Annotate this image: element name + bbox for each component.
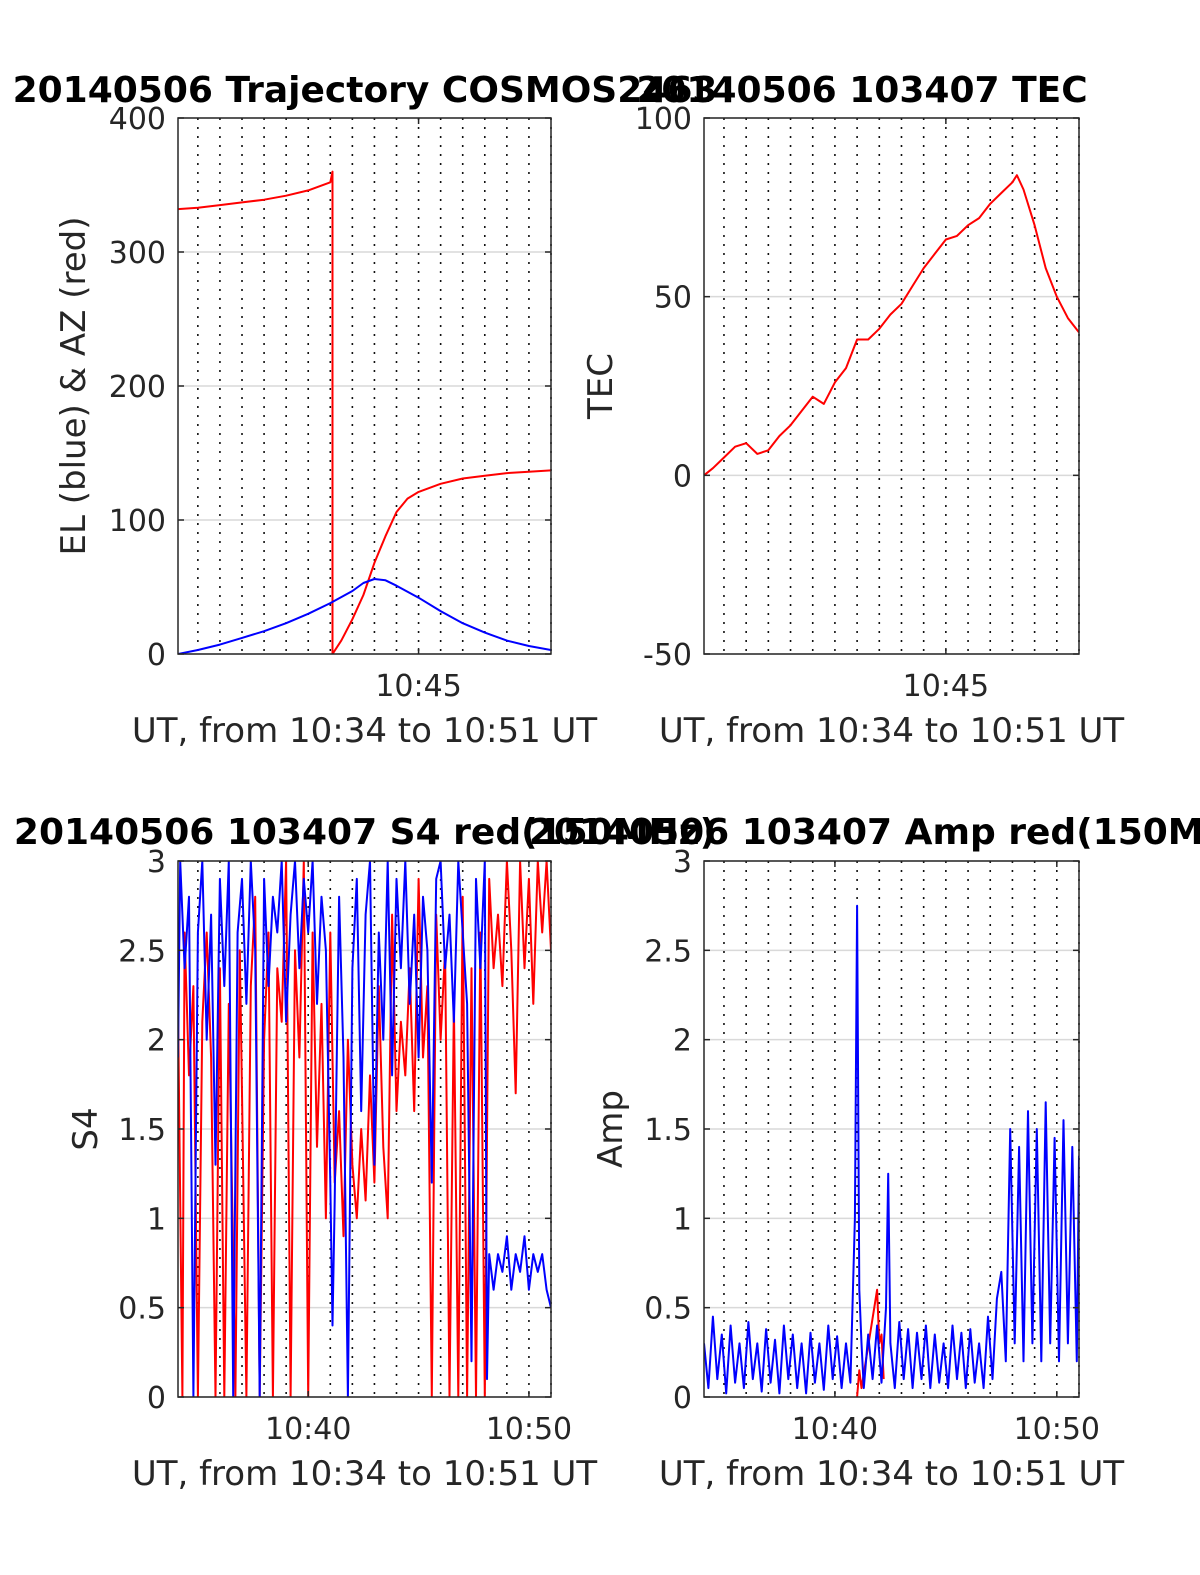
- traj-series-line: [178, 578, 551, 654]
- amp-series-line: [856, 1288, 885, 1397]
- s4-ytick-label: 0.5: [118, 1292, 166, 1327]
- amp-x-axis-label: UT, from 10:34 to 10:51 UT: [659, 1454, 1125, 1494]
- s4-xtick-label: 10:50: [486, 1412, 572, 1447]
- traj-ytick-label: 200: [109, 370, 166, 405]
- traj-y-axis-label: EL (blue) & AZ (red): [54, 216, 94, 555]
- tec-chart-title: 20140506 103407 TEC: [636, 70, 1087, 111]
- amp-y-axis-label: Amp: [591, 1090, 631, 1168]
- amp-ytick-label: 0.5: [644, 1292, 692, 1327]
- amp-ytick-label: 3: [673, 845, 692, 880]
- s4-xtick-label: 10:40: [265, 1412, 351, 1447]
- s4-ytick-label: 2: [147, 1024, 166, 1059]
- traj-panel: [177, 117, 552, 655]
- s4-chart-title: 20140506 103407 S4 red(150MHz): [14, 812, 716, 853]
- amp-ytick-label: 0: [673, 1381, 692, 1416]
- s4-panel: [177, 860, 552, 1398]
- traj-series-line: [178, 170, 551, 654]
- tec-ytick-label: 50: [654, 281, 692, 316]
- amp-chart-title: 20140506 103407 Amp red(150MHz): [529, 812, 1200, 853]
- amp-panel: [703, 860, 1080, 1398]
- s4-ytick-label: 1: [147, 1202, 166, 1237]
- amp-series-line: [704, 904, 1079, 1395]
- tec-panel: [703, 117, 1080, 655]
- traj-ytick-label: 0: [147, 638, 166, 673]
- traj-x-axis-label: UT, from 10:34 to 10:51 UT: [132, 711, 598, 751]
- tec-plot-frame: [703, 117, 1080, 655]
- amp-xtick-label: 10:40: [792, 1412, 878, 1447]
- s4-ytick-label: 1.5: [118, 1113, 166, 1148]
- traj-ytick-label: 400: [109, 102, 166, 137]
- tec-xtick-label: 10:45: [903, 669, 989, 704]
- tec-ytick-label: 100: [635, 102, 692, 137]
- s4-x-axis-label: UT, from 10:34 to 10:51 UT: [132, 1454, 598, 1494]
- tec-y-axis-label: TEC: [581, 353, 621, 420]
- s4-series-line: [178, 861, 551, 1397]
- traj-ytick-label: 300: [109, 236, 166, 271]
- amp-ytick-label: 1: [673, 1202, 692, 1237]
- traj-chart-title: 20140506 Trajectory COSMOS2463: [13, 70, 718, 111]
- s4-ytick-label: 0: [147, 1381, 166, 1416]
- tec-ytick-label: -50: [643, 638, 692, 673]
- s4-series-line: [178, 861, 551, 1397]
- tec-ytick-label: 0: [673, 459, 692, 494]
- tec-x-axis-label: UT, from 10:34 to 10:51 UT: [659, 711, 1125, 751]
- amp-ytick-label: 1.5: [644, 1113, 692, 1148]
- amp-ytick-label: 2: [673, 1024, 692, 1059]
- tec-series-line: [704, 174, 1079, 477]
- s4-ytick-label: 2.5: [118, 934, 166, 969]
- traj-ytick-label: 100: [109, 504, 166, 539]
- amp-xtick-label: 10:50: [1014, 1412, 1100, 1447]
- s4-y-axis-label: S4: [66, 1107, 106, 1150]
- s4-ytick-label: 3: [147, 845, 166, 880]
- traj-xtick-label: 10:45: [375, 669, 461, 704]
- amp-ytick-label: 2.5: [644, 934, 692, 969]
